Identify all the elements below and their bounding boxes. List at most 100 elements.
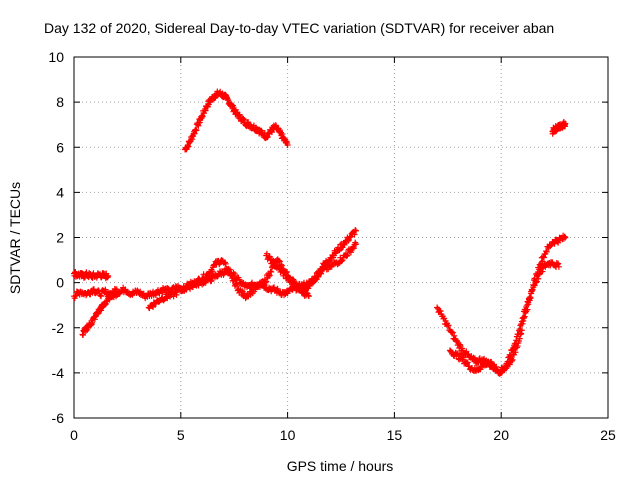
data-point [466, 363, 473, 370]
data-point [446, 347, 453, 354]
data-point [269, 259, 276, 266]
data-point [338, 258, 345, 265]
data-point [503, 363, 510, 370]
data-point [145, 304, 152, 311]
data-point [477, 366, 484, 373]
data-point [352, 227, 359, 234]
data-point [517, 322, 524, 329]
data-point [190, 281, 197, 288]
data-point [152, 291, 159, 298]
data-point [227, 271, 234, 278]
data-point [305, 292, 312, 299]
data-point [529, 286, 536, 293]
y-tick-label: 8 [56, 94, 64, 110]
grid-lines [74, 57, 608, 418]
data-point [282, 272, 289, 279]
data-point [281, 269, 288, 276]
data-point [135, 288, 142, 295]
data-point [314, 272, 321, 279]
data-point [453, 351, 460, 358]
data-point [350, 245, 357, 252]
data-point [562, 120, 569, 127]
data-point [211, 92, 218, 99]
data-point [305, 293, 312, 300]
y-tick-label: -2 [52, 320, 65, 336]
data-point [444, 322, 451, 329]
data-point [485, 358, 492, 365]
data-point [543, 248, 550, 255]
data-point [96, 306, 103, 313]
data-point [449, 329, 456, 336]
data-point [83, 324, 90, 331]
data-point [185, 143, 192, 150]
data-point [434, 304, 441, 311]
data-point [453, 338, 460, 345]
data-point [128, 290, 135, 297]
data-point [284, 141, 291, 148]
data-point [472, 367, 479, 374]
y-tick-label: 2 [56, 230, 64, 246]
data-point [234, 282, 241, 289]
data-point [502, 364, 509, 371]
y-tick-label: -6 [52, 410, 65, 426]
data-point [269, 286, 276, 293]
data-point [327, 263, 334, 270]
x-tick-label: 10 [280, 427, 296, 443]
data-point [263, 252, 270, 259]
data-point [105, 295, 112, 302]
data-point [158, 295, 165, 302]
data-point [90, 286, 97, 293]
data-point [282, 290, 289, 297]
data-point [276, 266, 283, 273]
data-point [333, 248, 340, 255]
data-point [459, 356, 466, 363]
data-point [491, 365, 498, 372]
data-point [147, 290, 154, 297]
y-tick-label: 6 [56, 139, 64, 155]
data-point [472, 358, 479, 365]
x-tick-label: 0 [70, 427, 78, 443]
data-point [445, 322, 452, 329]
data-point [229, 103, 236, 110]
data-point [83, 271, 90, 278]
data-point [216, 270, 223, 277]
data-point [543, 248, 550, 255]
data-point [197, 279, 204, 286]
data-point [152, 299, 159, 306]
data-point [549, 239, 556, 246]
data-point [248, 288, 255, 295]
data-point [315, 273, 322, 280]
data-point [308, 279, 315, 286]
data-point [508, 357, 515, 364]
x-tick-label: 5 [177, 427, 185, 443]
x-tick-label: 25 [600, 427, 616, 443]
data-point [555, 236, 562, 243]
data-point [122, 286, 129, 293]
chart-title: Day 132 of 2020, Sidereal Day-to-day VTE… [44, 20, 554, 36]
data-point [536, 270, 543, 277]
data-point [109, 290, 116, 297]
data-point [222, 260, 229, 267]
data-point [92, 313, 99, 320]
data-point [77, 288, 84, 295]
data-point [193, 127, 200, 134]
data-point [263, 284, 270, 291]
data-point [71, 293, 77, 300]
data-point [230, 102, 237, 109]
data-point [103, 288, 110, 295]
data-point [92, 272, 99, 279]
data-point [246, 121, 253, 128]
data-point [466, 354, 473, 361]
series-arc-high-a [182, 88, 291, 153]
data-point [533, 279, 540, 286]
data-point [549, 259, 556, 266]
y-tick-label: 4 [56, 184, 64, 200]
data-point [241, 119, 248, 126]
data-point [519, 315, 526, 322]
y-tick-label: -4 [52, 365, 65, 381]
data-point [464, 359, 471, 366]
data-point [527, 294, 534, 301]
data-point [79, 272, 86, 279]
data-point [203, 277, 210, 284]
